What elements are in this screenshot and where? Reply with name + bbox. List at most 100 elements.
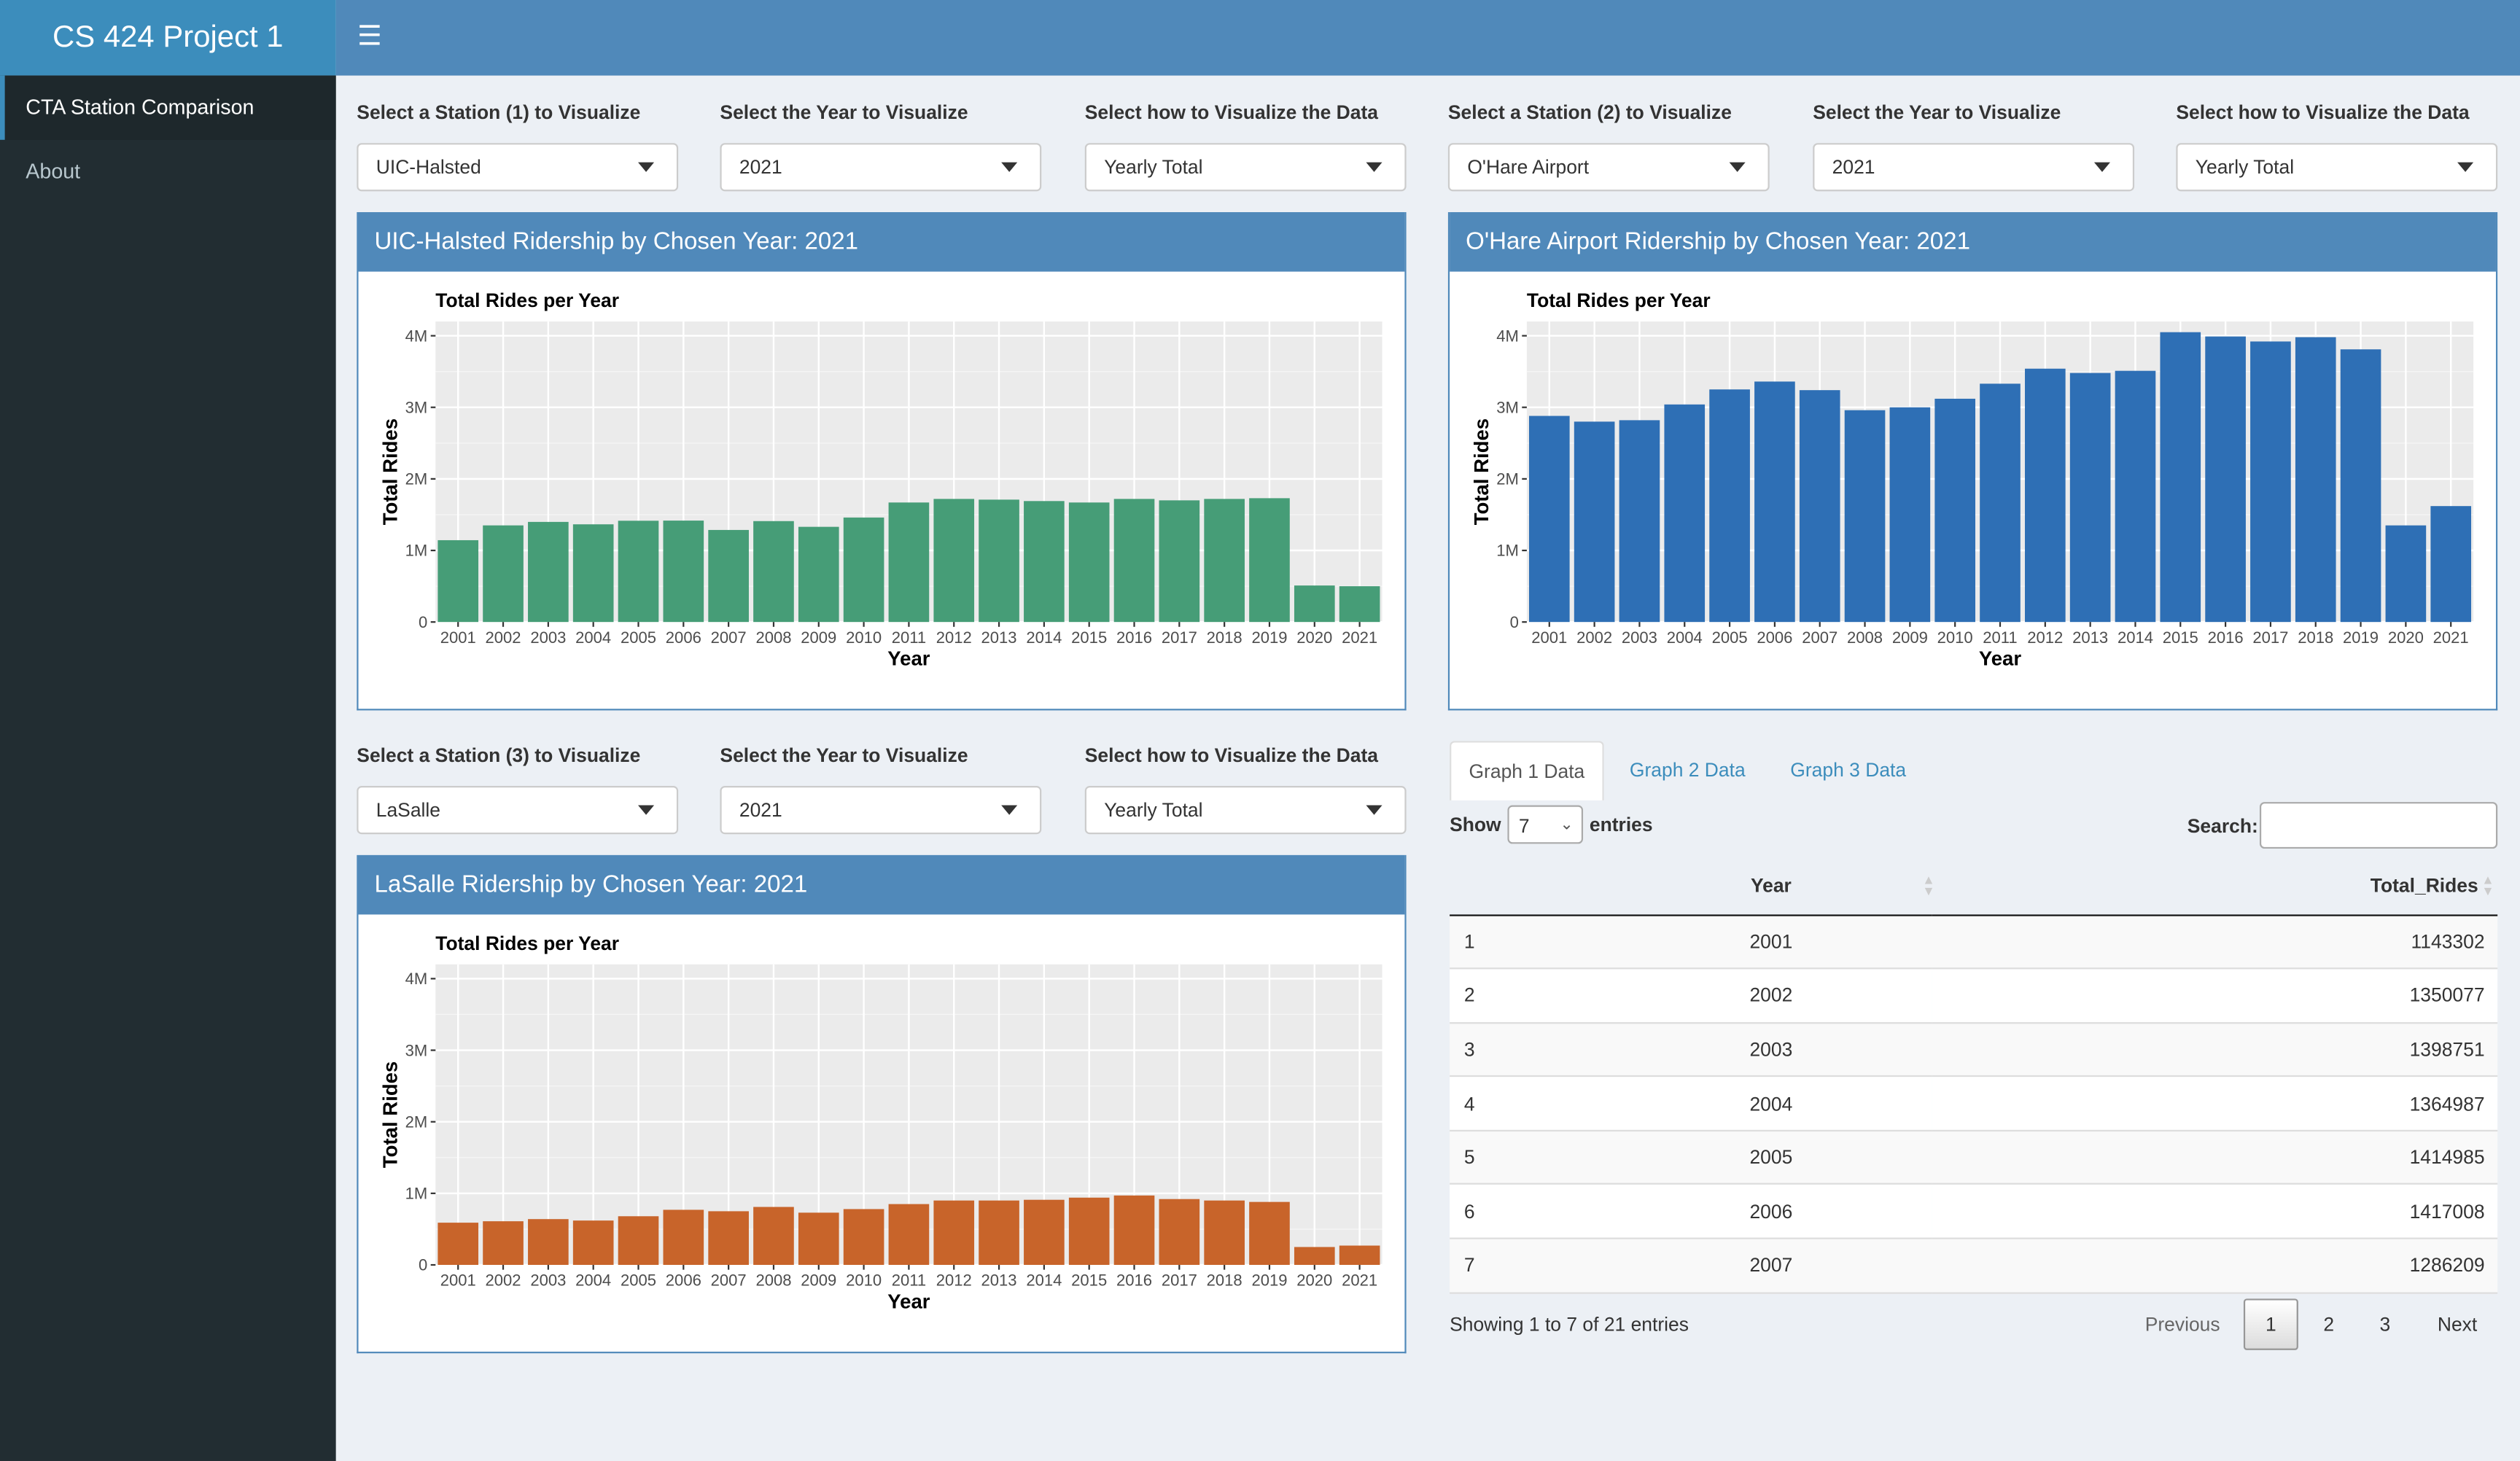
sidebar-item-cta-station-comparison[interactable]: CTA Station Comparison	[0, 75, 336, 140]
bar-2021	[1339, 1245, 1380, 1266]
y-tick-label: 0	[1510, 613, 1519, 631]
y-tick-label: 4M	[405, 327, 428, 345]
y-axis-label: Total Rides	[378, 1061, 401, 1168]
sidebar: CTA Station Comparison About	[0, 75, 336, 1461]
table-header-row: Year ▲ ▼ Total_Rides ▲ ▼	[1450, 858, 2498, 916]
bar-2010	[1934, 398, 1976, 623]
top-navbar: ☰	[335, 0, 2520, 76]
column-header-year[interactable]: Year ▲ ▼	[1610, 858, 1935, 916]
bar-2011	[888, 502, 930, 623]
x-tick-label: 2008	[1847, 628, 1883, 647]
bar-2002	[483, 1221, 524, 1266]
table-row[interactable]: 1 2001 1143302	[1450, 914, 2498, 970]
x-tick-label: 2017	[2252, 628, 2288, 647]
table-row[interactable]: 2 2002 1350077	[1450, 968, 2498, 1024]
bar-2018	[1204, 1200, 1245, 1266]
x-tick-label: 2021	[2433, 628, 2469, 647]
year2-select[interactable]: 2021	[1813, 143, 2135, 192]
bar-2009	[798, 1212, 839, 1266]
y-tick-label: 1M	[405, 1185, 428, 1203]
table-row[interactable]: 6 2006 1417008	[1450, 1184, 2498, 1239]
x-tick-label: 2011	[1983, 628, 2017, 647]
station1-select[interactable]: UIC-Halsted	[357, 143, 679, 192]
bar-2018	[2295, 337, 2336, 623]
x-tick-label: 2016	[1116, 628, 1152, 647]
sidebar-toggle-icon[interactable]: ☰	[357, 20, 382, 52]
x-tick-label: 2018	[2298, 628, 2333, 647]
how3-select[interactable]: Yearly Total	[1084, 786, 1407, 835]
bar-2012	[933, 499, 975, 623]
x-tick-label: 2018	[1207, 628, 1242, 647]
year3-select[interactable]: 2021	[720, 786, 1042, 835]
pagination-page-2-button[interactable]: 2	[2323, 1313, 2335, 1336]
y-tick-label: 3M	[405, 398, 428, 416]
cell-year: 2001	[1610, 914, 1932, 970]
bar-2007	[1799, 390, 1840, 623]
chevron-down-icon	[1001, 162, 1018, 172]
chevron-down-icon	[638, 162, 655, 172]
column-header-total-rides[interactable]: Total_Rides ▲ ▼	[1932, 858, 2498, 916]
x-tick-label: 2009	[801, 628, 836, 647]
x-tick-label: 2014	[1026, 628, 1062, 647]
bar-2016	[1113, 1195, 1155, 1266]
year1-label: Select the Year to Visualize	[720, 101, 968, 124]
how2-select[interactable]: Yearly Total	[2176, 143, 2498, 192]
page-length-select[interactable]: 7 ⌄	[1507, 805, 1584, 844]
bar-2019	[2340, 349, 2381, 623]
bar-2011	[888, 1204, 930, 1266]
tab-graph-3-data[interactable]: Graph 3 Data	[1790, 758, 1907, 782]
how1-select[interactable]: Yearly Total	[1084, 143, 1407, 192]
cell-year: 2003	[1610, 1022, 1932, 1078]
ridership-chart-1: 0 1M 2M 3M 4M 2001 2002 2003 2004 2005 2006 2007 200…	[378, 289, 1382, 670]
pagination-previous-button[interactable]: Previous	[2144, 1313, 2220, 1336]
year1-select[interactable]: 2021	[720, 143, 1042, 192]
table-row[interactable]: 4 2004 1364987	[1450, 1076, 2498, 1131]
bar-2018	[1204, 499, 1245, 623]
page-length-control: Show 7 ⌄ entries	[1450, 805, 1653, 844]
station3-select[interactable]: LaSalle	[357, 786, 679, 835]
x-tick-label: 2011	[892, 628, 926, 647]
table-row[interactable]: 5 2005 1414985	[1450, 1130, 2498, 1185]
sidebar-item-about[interactable]: About	[26, 159, 81, 184]
y-tick-label: 2M	[405, 1113, 428, 1131]
pagination-next-button[interactable]: Next	[2437, 1313, 2478, 1336]
station2-select[interactable]: O'Hare Airport	[1447, 143, 1770, 192]
cell-year: 2002	[1610, 968, 1932, 1024]
x-tick-label: 2006	[666, 628, 701, 647]
table-row[interactable]: 3 2003 1398751	[1450, 1022, 2498, 1078]
bar-2002	[1574, 421, 1615, 623]
pagination-page-3-button[interactable]: 3	[2379, 1313, 2391, 1336]
table-row[interactable]: 7 2007 1286209	[1450, 1238, 2498, 1293]
chevron-down-icon	[2093, 162, 2110, 172]
tab-graph-2-data[interactable]: Graph 2 Data	[1629, 758, 1746, 782]
chevron-down-icon	[1729, 162, 1746, 172]
bar-2009	[1889, 407, 1931, 623]
cell-year: 2005	[1610, 1130, 1932, 1185]
y-tick-label: 2M	[1496, 470, 1519, 488]
tab-graph-1-data[interactable]: Graph 1 Data	[1450, 741, 1604, 800]
bar-2014	[1024, 1199, 1065, 1266]
bar-2021	[1339, 586, 1380, 623]
x-tick-label: 2018	[1207, 1271, 1242, 1290]
cell-index: 3	[1450, 1022, 1611, 1078]
x-tick-label: 2015	[1071, 1271, 1107, 1290]
how2-value: Yearly Total	[2195, 155, 2295, 179]
ridership-chart-2: 0 1M 2M 3M 4M 2001 2002 2003 2004 2005 2006 2007 200…	[1470, 289, 2474, 670]
bar-2010	[843, 517, 884, 623]
data-table: Year ▲ ▼ Total_Rides ▲ ▼ 1 2001 1143302 2 2002 13…	[1450, 858, 2498, 1293]
how1-value: Yearly Total	[1104, 155, 1203, 179]
x-tick-label: 2004	[575, 1271, 611, 1290]
x-tick-label: 2013	[981, 1271, 1017, 1290]
x-tick-label: 2007	[1802, 628, 1838, 647]
pagination-page-1-button[interactable]: 1	[2243, 1298, 2298, 1350]
bar-2007	[708, 529, 749, 623]
y-tick-label: 4M	[1496, 327, 1519, 345]
app-logo[interactable]: CS 424 Project 1	[0, 0, 336, 76]
y-tick-label: 3M	[405, 1041, 428, 1059]
bar-2007	[708, 1211, 749, 1266]
bar-2012	[933, 1200, 975, 1266]
bar-2004	[1664, 404, 1706, 623]
chart-title: Total Rides per Year	[435, 932, 619, 954]
column-header-year-label: Year	[1750, 874, 1792, 897]
search-input[interactable]	[2259, 802, 2498, 849]
